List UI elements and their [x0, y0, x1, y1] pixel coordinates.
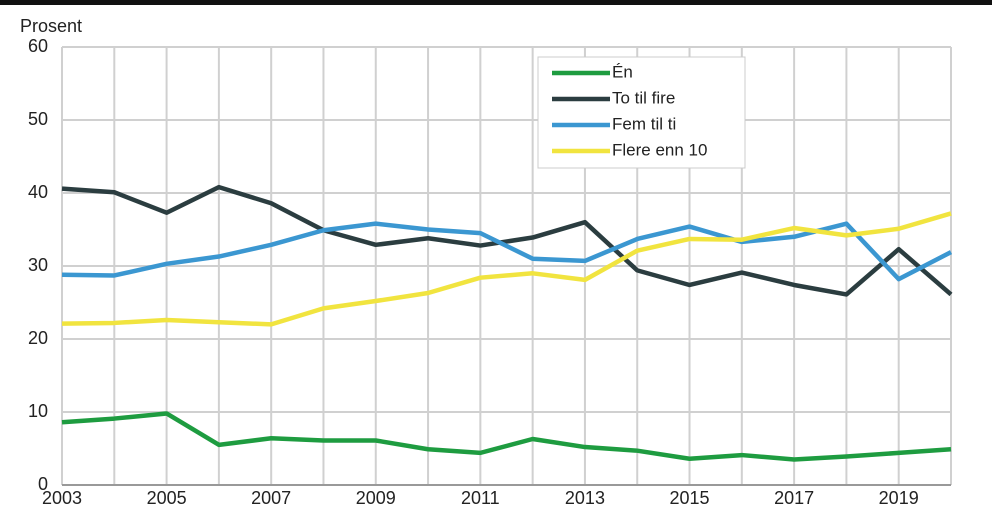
x-tick-label: 2015 [670, 488, 710, 508]
x-tick-label: 2013 [565, 488, 605, 508]
x-tick-label: 2007 [251, 488, 291, 508]
y-tick-label: 0 [38, 474, 48, 494]
y-tick-label: 30 [28, 255, 48, 275]
x-tick-label: 2019 [879, 488, 919, 508]
y-axis-label: Prosent [20, 16, 82, 36]
y-tick-label: 20 [28, 328, 48, 348]
top-bar [0, 0, 992, 5]
legend-label: Én [612, 62, 633, 81]
y-tick-label: 60 [28, 36, 48, 56]
x-tick-label: 2017 [774, 488, 814, 508]
line [61, 411, 952, 462]
line [61, 221, 953, 282]
x-tick-label: 2011 [461, 488, 500, 508]
legend: Én To til fire Fem til ti Flere enn 10 [537, 56, 746, 169]
legend-label: To til fire [612, 88, 675, 107]
legend-label: Flere enn 10 [612, 140, 707, 159]
x-tick-label: 2009 [356, 488, 396, 508]
legend-label: Fem til ti [612, 114, 676, 133]
x-tick-label: 2005 [147, 488, 187, 508]
y-tick-label: 50 [28, 109, 48, 129]
line [61, 184, 953, 297]
line [61, 211, 952, 327]
x-tick-label: 2003 [42, 488, 82, 508]
y-tick-label: 40 [28, 182, 48, 202]
y-tick-label: 10 [28, 401, 48, 421]
